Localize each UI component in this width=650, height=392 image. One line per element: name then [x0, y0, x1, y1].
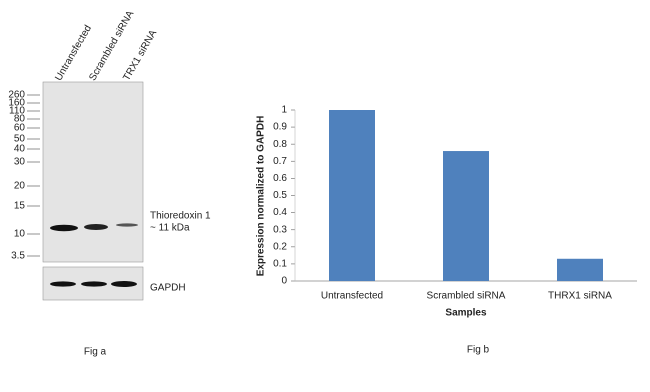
- bar-chart: 0 0.1 0.2 0.3 0.4 0.5 0.6 0.7 0.8 0.9 1 Untransfect…: [273, 105, 637, 302]
- ladder-label: 160: [8, 98, 25, 109]
- caption: Fig b: [467, 345, 490, 356]
- y-tick-label: 1: [281, 105, 287, 116]
- x-tick-label: THRX1 siRNA: [548, 291, 612, 302]
- ladder-label: 40: [14, 144, 26, 155]
- y-tick-label: 0.6: [273, 173, 287, 184]
- band: [50, 281, 76, 287]
- y-tick-label: 0.7: [273, 156, 287, 167]
- ladder-label: 15: [14, 201, 26, 212]
- lane-label: Untransfected: [53, 23, 94, 82]
- y-tick-label: 0.3: [273, 224, 287, 235]
- ladder-label: 110: [9, 106, 25, 117]
- y-tick-label: 0: [281, 276, 287, 287]
- ladder-label: 20: [14, 181, 26, 192]
- band: [116, 223, 138, 227]
- band: [84, 224, 108, 230]
- caption: Fig a: [84, 347, 107, 358]
- bar: [443, 151, 489, 281]
- bar: [329, 110, 375, 281]
- y-axis-title: Expression normalized to GAPDH: [256, 116, 267, 277]
- blot-panel: [42, 81, 144, 263]
- y-tick-label: 0.9: [273, 122, 287, 133]
- band: [81, 281, 107, 287]
- y-tick-label: 0.8: [273, 139, 287, 150]
- ladder-label: 10: [14, 229, 26, 240]
- x-tick-label: Untransfected: [321, 291, 383, 302]
- ladder-label: 30: [14, 157, 26, 168]
- bar: [557, 258, 603, 281]
- loading-label: GAPDH: [150, 283, 186, 294]
- x-axis-title: Samples: [445, 308, 487, 319]
- y-tick-label: 0.5: [273, 190, 287, 201]
- ladder-label: 60: [14, 123, 26, 134]
- band-label: Thioredoxin 1: [150, 211, 211, 222]
- ladder-label: 260: [8, 90, 25, 101]
- y-tick-label: 0.2: [273, 241, 287, 252]
- y-tick-label: 0.1: [273, 259, 287, 270]
- y-tick-label: 0.4: [273, 207, 287, 218]
- ladder-label: 3.5: [11, 251, 25, 262]
- band: [111, 281, 137, 287]
- x-tick-label: Scrambled siRNA: [427, 291, 506, 302]
- band: [50, 224, 78, 232]
- band-size: ~ 11 kDa: [150, 223, 190, 234]
- ladder-label: 50: [14, 134, 26, 145]
- ladder-label: 80: [14, 114, 26, 125]
- lane-label: TRX1 siRNA: [121, 28, 159, 83]
